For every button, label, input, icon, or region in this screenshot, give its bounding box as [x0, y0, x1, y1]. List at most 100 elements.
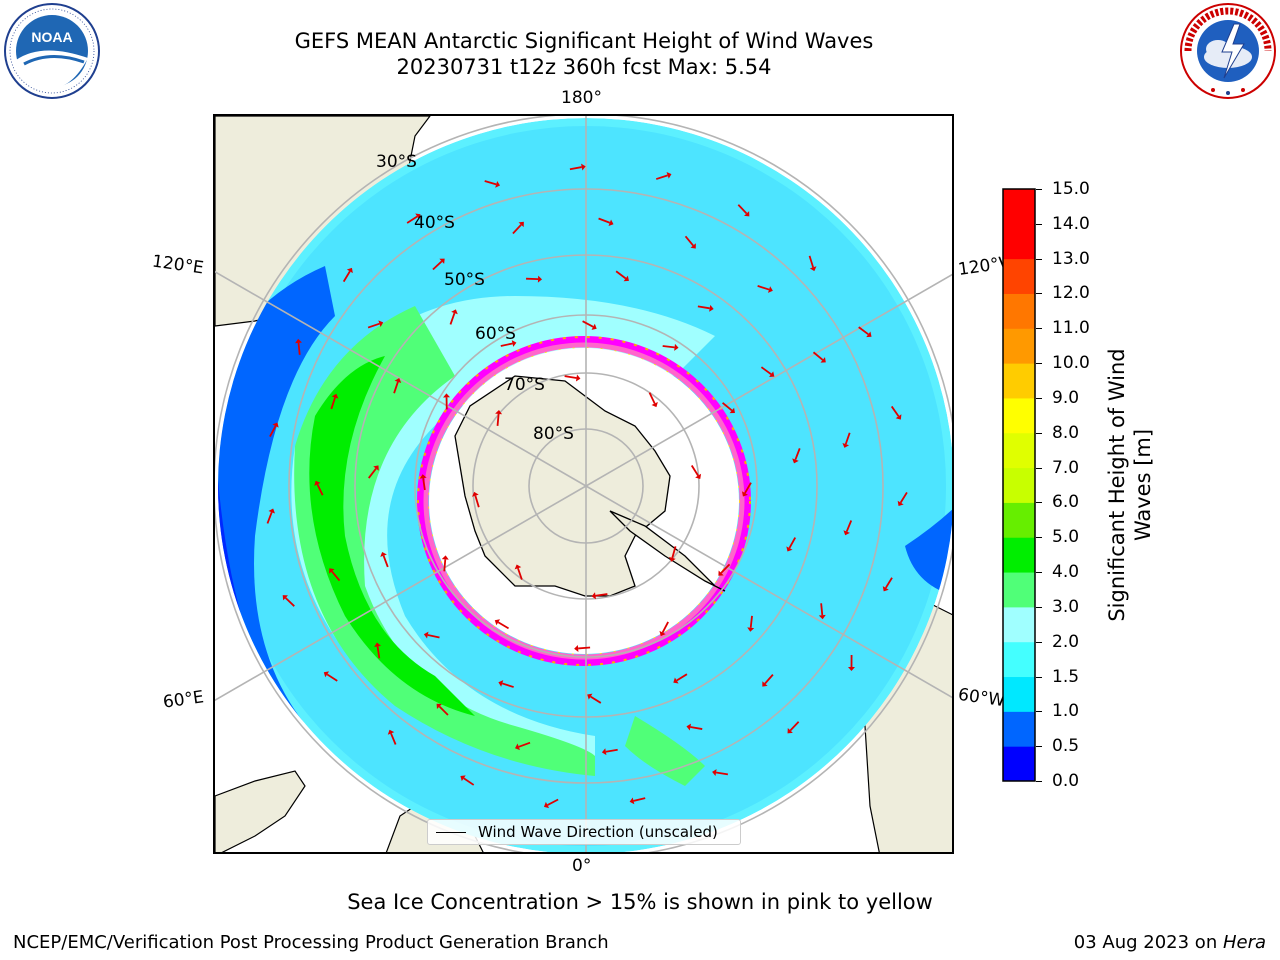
wave-direction-arrow [512, 221, 524, 235]
colorbar-title-line1: Significant Height of Wind [1105, 348, 1129, 622]
wave-direction-arrow [543, 798, 559, 809]
colorbar-tick-mark [1036, 641, 1042, 643]
colorbar-tick-mark [1036, 711, 1042, 713]
footer-date-text: 03 Aug 2023 on [1073, 932, 1223, 953]
wave-direction-arrow [266, 508, 276, 524]
wave-direction-arrow [564, 374, 581, 382]
wave-direction-arrow [393, 378, 402, 394]
colorbar-tick-mark [1036, 746, 1042, 748]
colorbar-tick-mark [1036, 397, 1042, 399]
colorbar-tick-label: 6.0 [1052, 492, 1080, 513]
polar-map [215, 116, 952, 852]
wave-direction-arrow [737, 204, 750, 217]
wave-direction-arrow [762, 674, 774, 687]
colorbar-tick-label: 10.0 [1052, 353, 1090, 374]
wave-direction-arrow [848, 654, 856, 671]
colorbar-segment [1003, 572, 1035, 608]
wave-direction-arrow [587, 693, 602, 704]
wave-direction-arrow [441, 555, 449, 572]
wave-direction-arrow [629, 797, 646, 805]
chart-title: GEFS MEAN Antarctic Significant Height o… [294, 29, 874, 53]
wave-direction-arrow [890, 405, 902, 420]
colorbar-segment [1003, 258, 1035, 294]
colorbar-tick-label: 0.0 [1052, 771, 1080, 791]
colorbar-tick-label: 14.0 [1052, 213, 1090, 234]
wave-direction-arrow [741, 482, 752, 497]
colorbar-tick-mark [1036, 572, 1042, 574]
wave-direction-arrow [812, 351, 826, 363]
colorbar-tick-mark [1036, 258, 1042, 260]
colorbar-tick-mark [1036, 363, 1042, 365]
wave-direction-arrow [514, 741, 531, 751]
wave-direction-arrow [574, 644, 591, 652]
colorbar [1002, 188, 1036, 782]
colorbar-segment [1003, 432, 1035, 469]
colorbar-tick-label: 5.0 [1052, 527, 1080, 548]
colorbar-tick-label: 1.5 [1052, 666, 1080, 687]
wave-direction-arrow [760, 366, 775, 378]
wave-direction-arrow [897, 491, 908, 507]
wave-direction-arrow [722, 402, 735, 414]
wave-direction-arrow [615, 270, 629, 282]
wave-direction-arrow [858, 326, 872, 338]
wave-direction-arrow [436, 703, 449, 716]
colorbar-segment [1003, 641, 1035, 678]
graticule [215, 116, 952, 852]
wave-direction-arrow [818, 603, 826, 620]
colorbar-tick-mark [1036, 432, 1042, 434]
wave-direction-arrow [423, 631, 440, 639]
colorbar-tick-mark [1036, 293, 1042, 295]
lat-label-60s: 60°S [475, 324, 516, 344]
colorbar-segment [1003, 293, 1035, 329]
meridian-1 [215, 270, 587, 487]
colorbar-tick-mark [1036, 537, 1042, 539]
colorbar-tick-mark [1036, 189, 1042, 190]
wave-direction-arrow [787, 721, 800, 734]
wave-direction-arrow [330, 393, 339, 410]
colorbar-tick-label: 0.5 [1052, 736, 1080, 757]
wave-direction-arrow [697, 304, 714, 312]
colorbar-tick-label: 7.0 [1052, 457, 1080, 478]
wave-direction-arrow [786, 537, 797, 552]
wave-direction-arrow [808, 255, 817, 272]
colorbar-title: Significant Height of Wind Waves [m] [1104, 348, 1156, 621]
colorbar-segment [1003, 397, 1035, 434]
wave-direction-arrow [526, 275, 543, 283]
colorbar-tick-mark [1036, 467, 1042, 469]
wave-direction-arrow [295, 338, 302, 355]
wave-direction-arrow [374, 642, 382, 659]
lon-label-180: 180° [561, 88, 602, 108]
wave-direction-arrow [387, 729, 397, 745]
lon-label-0: 0° [572, 856, 592, 876]
wave-direction-arrow [329, 568, 341, 582]
colorbar-tick-mark [1036, 502, 1042, 504]
colorbar-tick-label: 9.0 [1052, 387, 1080, 408]
lat-label-50s: 50°S [444, 270, 485, 290]
wave-direction-arrow [718, 563, 731, 576]
footer-machine: Hera [1222, 932, 1266, 953]
wave-direction-arrow [662, 343, 679, 351]
colorbar-segment [1003, 223, 1035, 260]
colorbar-tick-mark [1036, 676, 1042, 678]
wave-direction-arrow [514, 564, 523, 580]
antarctica-land [454, 375, 671, 597]
colorbar-title-line2: Waves [m] [1131, 428, 1155, 542]
colorbar-ticks: 0.0 0.5 1.0 1.5 2.0 3.0 4.0 5.0 6.0 7.0 8.0 9.0 10.0… [1036, 179, 1096, 791]
wave-direction-arrow [659, 621, 669, 637]
wave-direction-arrow [460, 775, 475, 786]
colorbar-tick-label: 15.0 [1052, 179, 1090, 199]
colorbar-segment [1003, 363, 1035, 399]
wave-direction-arrow [380, 551, 389, 568]
wave-direction-arrow [686, 723, 703, 731]
wave-direction-arrow [269, 422, 279, 438]
wave-direction-arrow [498, 680, 514, 688]
noaa-logo: NOAA [4, 3, 100, 99]
colorbar-tick-label: 1.0 [1052, 701, 1080, 722]
lat-label-40s: 40°S [414, 213, 455, 233]
wave-direction-arrow [406, 213, 421, 224]
lat-label-70s: 70°S [504, 375, 545, 395]
wave-direction-arrow [843, 520, 853, 536]
wind-wave-direction-arrows [266, 163, 908, 809]
colorbar-tick-label: 4.0 [1052, 562, 1080, 583]
wave-direction-arrow [367, 320, 384, 329]
